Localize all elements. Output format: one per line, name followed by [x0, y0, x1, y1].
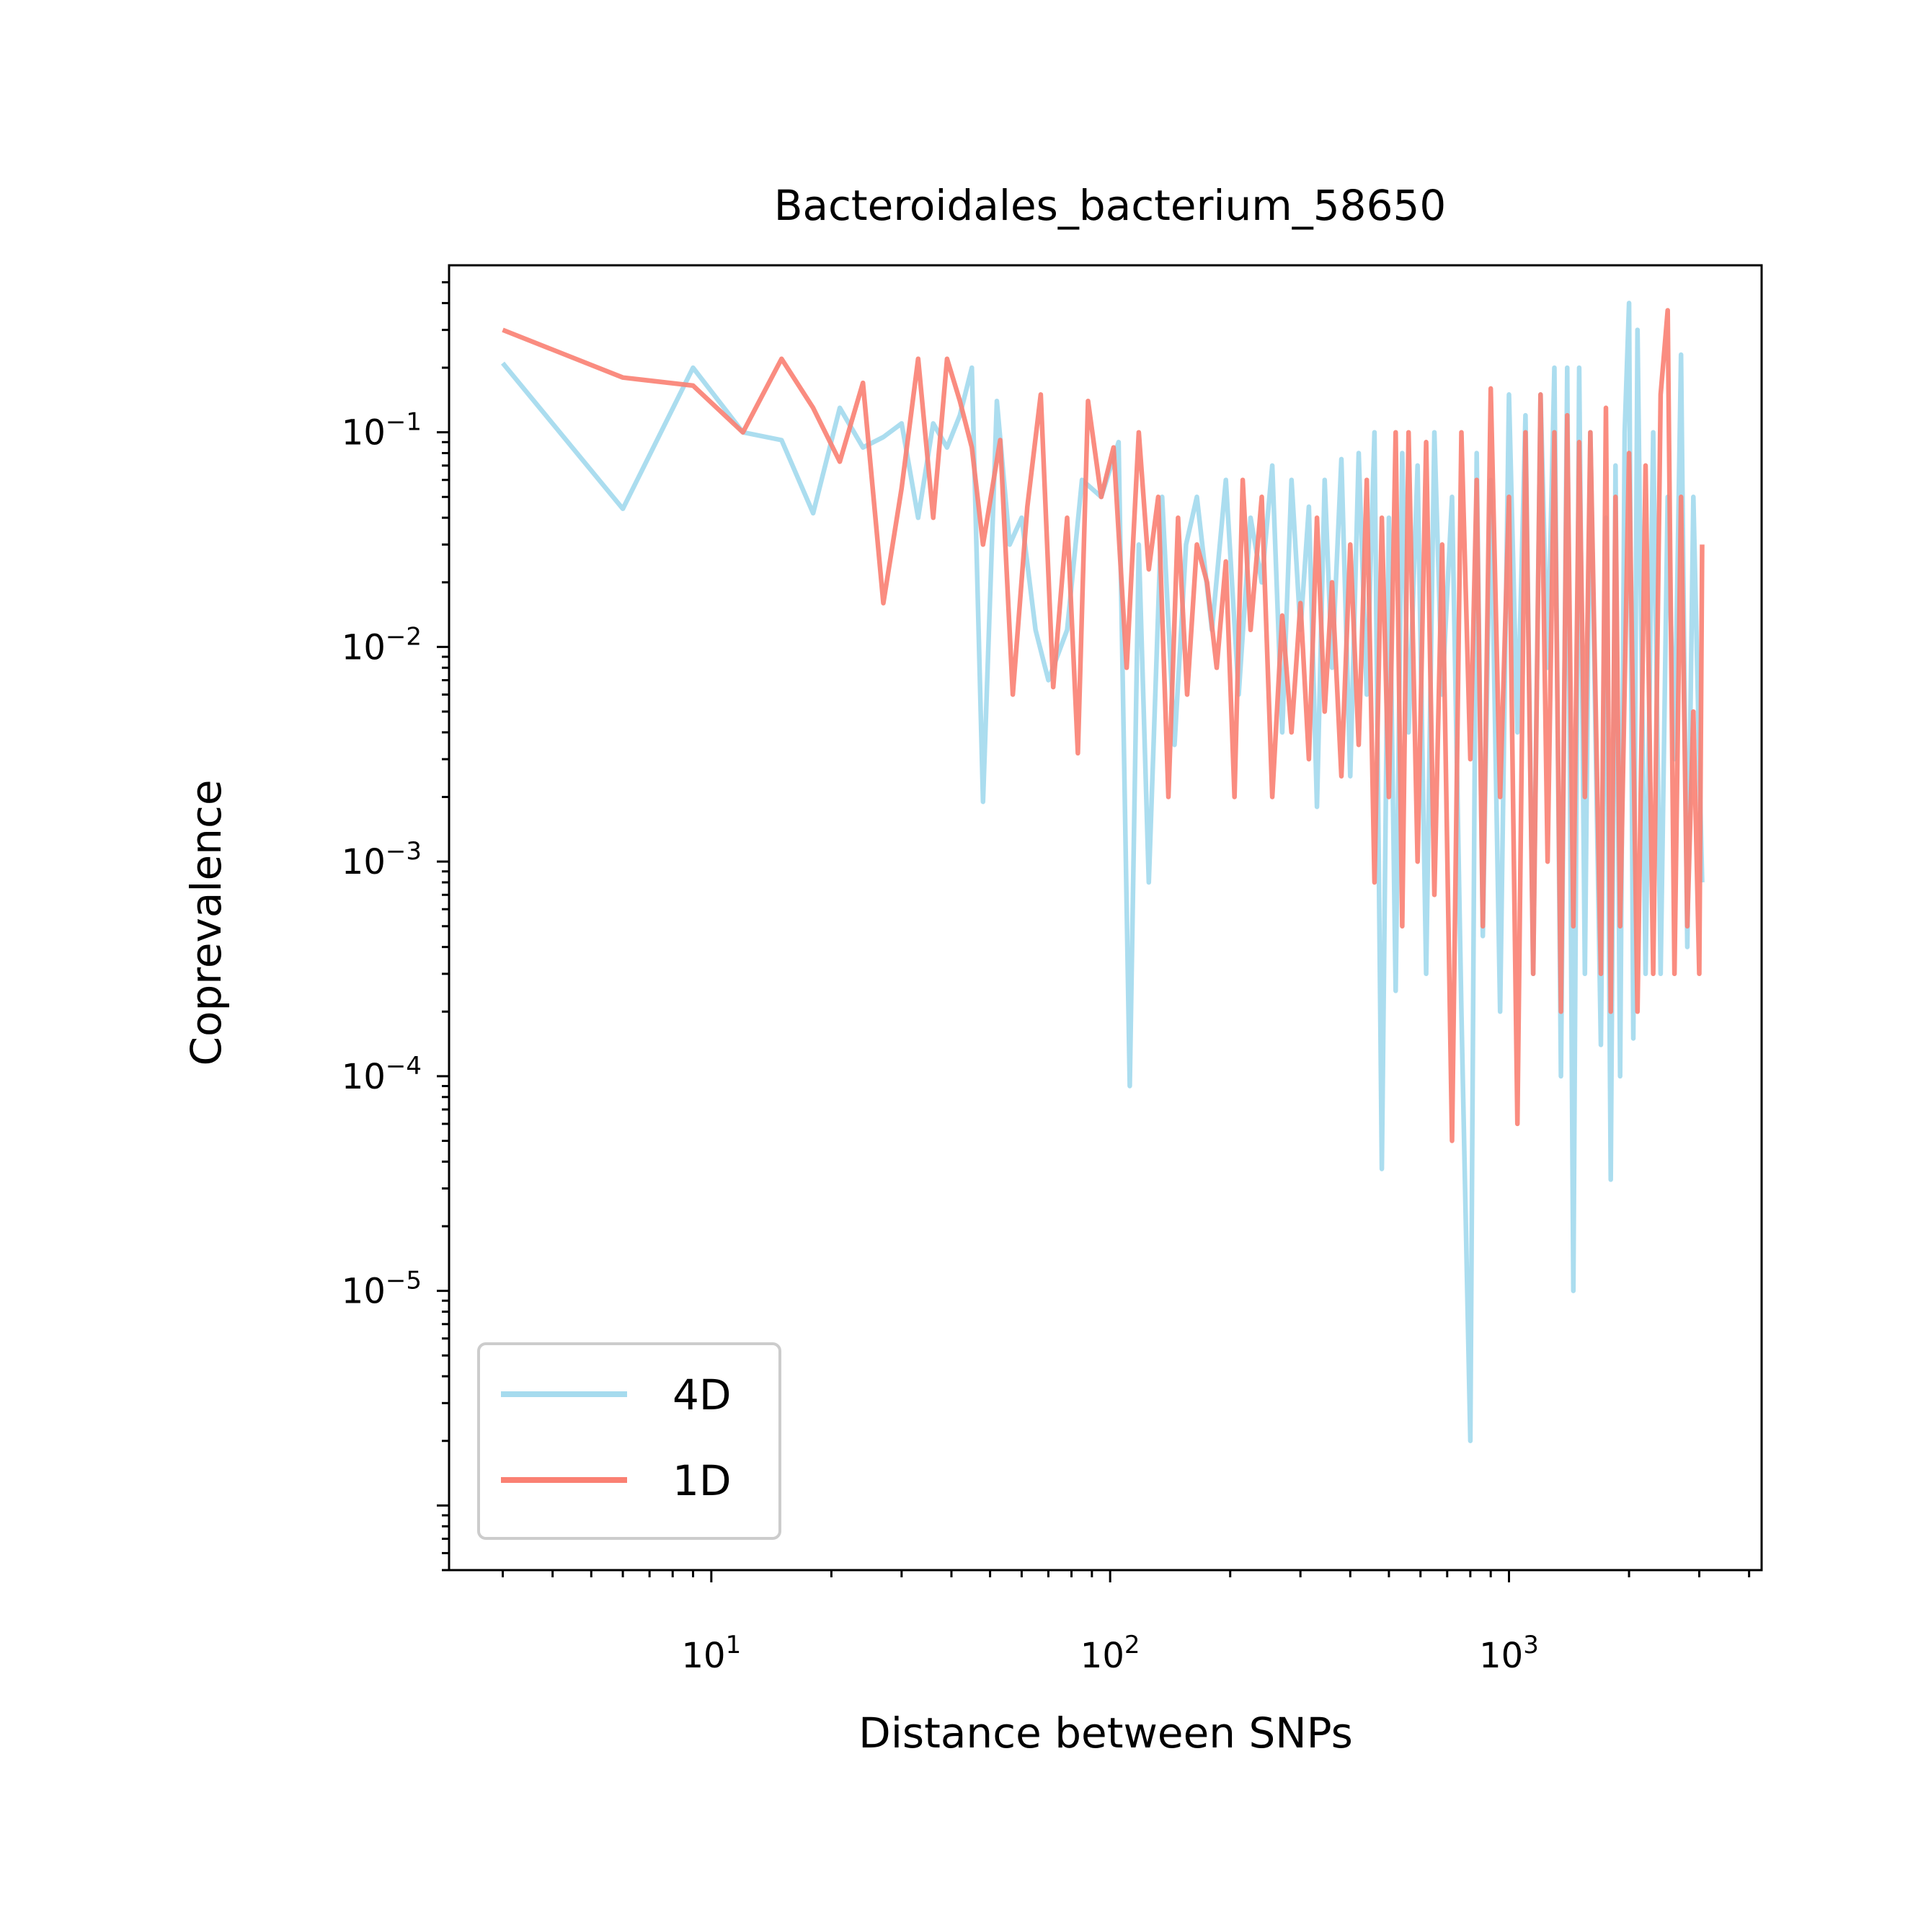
- x-tick-label: 103: [1479, 1631, 1539, 1676]
- y-tick-label: 10−2: [342, 622, 422, 668]
- legend: 4D 1D: [477, 1342, 781, 1540]
- series-line-1d: [502, 308, 1705, 1143]
- chart-title: Bacteroidales_bacterium_58650: [774, 181, 1447, 230]
- series-layer: [500, 301, 1705, 1443]
- y-tick-label: 10−4: [342, 1052, 422, 1097]
- y-axis-label: Coprevalence: [182, 779, 231, 1065]
- y-tick-label: 10−5: [342, 1267, 422, 1312]
- y-tick-label: 10−3: [342, 837, 422, 882]
- legend-box: [477, 1342, 781, 1540]
- x-axis-ticks: 101 102 103: [502, 1570, 1751, 1676]
- legend-label-1d: 1D: [672, 1456, 732, 1505]
- x-tick-label: 102: [1080, 1631, 1140, 1676]
- legend-label-4d: 4D: [672, 1370, 732, 1419]
- y-axis-ticks: 10−5 10−4 10−3 10−2 10−1: [342, 281, 449, 1572]
- plot-frame: [448, 264, 1763, 1572]
- x-axis-label: Distance between SNPs: [858, 1709, 1353, 1758]
- x-tick-label: 101: [681, 1631, 741, 1676]
- y-tick-label: 10−1: [342, 408, 422, 453]
